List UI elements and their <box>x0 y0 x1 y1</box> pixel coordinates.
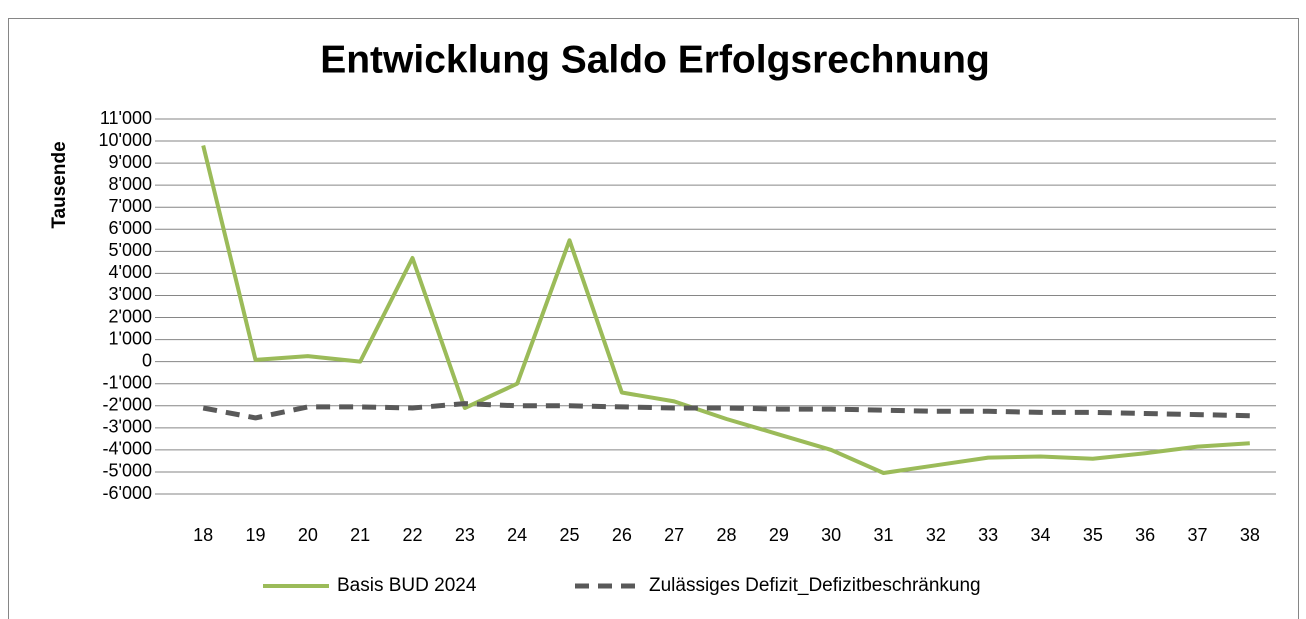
x-tick-label: 38 <box>1240 525 1260 545</box>
legend-label: Basis BUD 2024 <box>337 575 477 596</box>
x-tick-label: 20 <box>298 525 318 545</box>
y-tick-label: 5'000 <box>109 240 152 260</box>
y-tick-label: -3'000 <box>103 417 152 437</box>
x-tick-label: 27 <box>664 525 684 545</box>
x-tick-label: 28 <box>716 525 736 545</box>
x-tick-label: 30 <box>821 525 841 545</box>
x-tick-label: 37 <box>1187 525 1207 545</box>
chart-title: Entwicklung Saldo Erfolgsrechnung <box>320 38 990 81</box>
x-tick-label: 25 <box>559 525 579 545</box>
x-tick-label: 21 <box>350 525 370 545</box>
y-tick-label: 11'000 <box>100 108 152 128</box>
x-tick-label: 18 <box>193 525 213 545</box>
series-line <box>201 145 1250 475</box>
x-tick-label: 29 <box>769 525 789 545</box>
y-tick-label: -2'000 <box>103 395 152 415</box>
x-tick-label: 24 <box>507 525 527 545</box>
x-tick-label: 32 <box>926 525 946 545</box>
x-tick-label: 23 <box>455 525 475 545</box>
y-tick-label: 10'000 <box>99 130 153 150</box>
x-tick-label: 36 <box>1135 525 1155 545</box>
y-tick-label: 6'000 <box>109 218 152 238</box>
y-tick-label: 0 <box>142 350 152 370</box>
y-tick-label: 7'000 <box>109 196 152 216</box>
y-tick-label: 9'000 <box>109 152 152 172</box>
y-tick-label: 4'000 <box>109 262 152 282</box>
y-axis-title: Tausende <box>49 141 70 228</box>
y-tick-label: -4'000 <box>103 439 152 459</box>
y-tick-label: 1'000 <box>109 328 152 348</box>
series-line <box>202 401 1250 421</box>
x-tick-label: 33 <box>978 525 998 545</box>
y-tick-label: 8'000 <box>109 174 152 194</box>
y-tick-label: -1'000 <box>103 372 152 392</box>
y-tick-label: -6'000 <box>103 483 152 503</box>
x-tick-label: 26 <box>612 525 632 545</box>
y-tick-label: -5'000 <box>103 461 152 481</box>
x-tick-label: 34 <box>1030 525 1050 545</box>
x-tick-label: 31 <box>873 525 893 545</box>
legend-label: Zulässiges Defizit_Defizitbeschränkung <box>649 575 981 596</box>
x-tick-label: 19 <box>245 525 265 545</box>
y-tick-label: 3'000 <box>109 284 152 304</box>
x-tick-label: 22 <box>402 525 422 545</box>
y-tick-label: 2'000 <box>109 306 152 326</box>
x-tick-label: 35 <box>1083 525 1103 545</box>
